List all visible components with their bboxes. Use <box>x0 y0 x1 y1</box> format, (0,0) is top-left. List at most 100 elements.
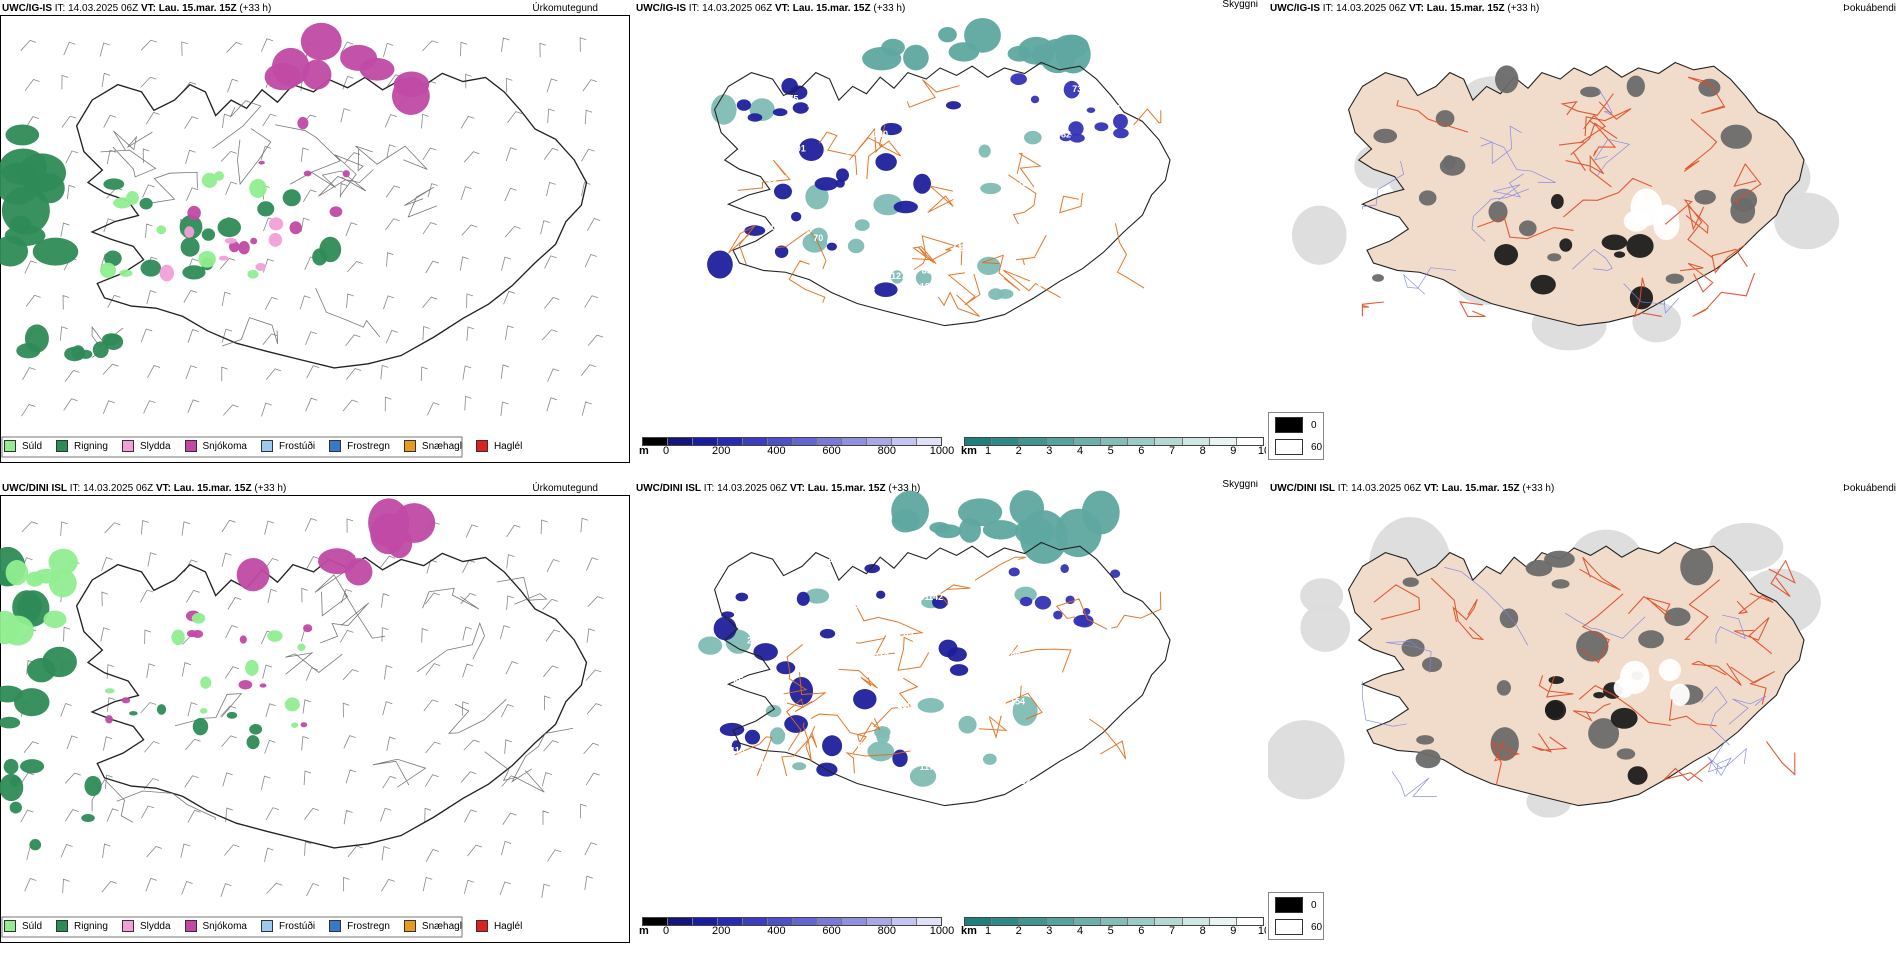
snow-area <box>121 697 131 704</box>
cloudbase-visibility-map[interactable]: 7884656485140855812775701229319339354996… <box>634 0 1266 475</box>
rain-area <box>312 248 328 266</box>
sleet-area <box>268 217 284 231</box>
fog-core <box>1548 676 1564 685</box>
init-time: 14.03.2025 06Z <box>702 3 773 14</box>
cloudbase-label: 116 <box>875 652 890 662</box>
model-name: UWC/IG-IS <box>636 3 686 14</box>
cloudbase-label: 73 <box>1072 84 1082 94</box>
cloudbase-area <box>1068 121 1084 136</box>
rain-area <box>217 217 241 238</box>
rain-area <box>81 814 95 823</box>
road-network <box>91 100 438 358</box>
colorbar-ticks: 0 200 400 600 800 1000 <box>642 925 954 939</box>
cloudbase-area <box>791 211 802 222</box>
colorbar-segment <box>767 918 793 925</box>
sleet-area <box>218 255 229 261</box>
colorbar-unit: km <box>961 925 977 937</box>
cloudbase-label: 154 <box>1010 696 1025 706</box>
cloudbase-label: 85 <box>922 265 932 275</box>
visibility-area <box>903 44 929 71</box>
visibility-area <box>805 588 830 604</box>
field-name: Þokuábendi <box>1843 483 1896 494</box>
cloudbase-label: 75 <box>743 660 753 670</box>
colorbar-segment <box>1046 438 1074 445</box>
visibility-area <box>909 765 937 787</box>
visibility-area <box>917 698 944 713</box>
visibility-area <box>982 520 1019 540</box>
cloudbase-area <box>1113 128 1129 139</box>
visibility-colorbar: km 1 2 3 4 5 6 7 8 9 10 <box>961 437 1266 459</box>
colorbar-segment <box>965 438 993 445</box>
rain-area <box>249 724 263 735</box>
precip-type-map[interactable] <box>0 480 632 955</box>
iceland-coastline <box>714 61 1171 327</box>
fog-legend: 0 60 <box>1268 892 1324 940</box>
cloudbase-area <box>707 250 733 279</box>
fog-core <box>1680 548 1714 586</box>
cloudbase-label: 127 <box>891 271 906 281</box>
fog-core <box>1576 630 1609 662</box>
snow-area <box>303 170 312 177</box>
colorbar-segment <box>667 438 693 445</box>
cloudbase-area <box>773 183 792 200</box>
field-name: Þokuábendi <box>1843 3 1896 14</box>
fog-core <box>1730 188 1758 212</box>
colorbar-tick-label: 600 <box>822 925 841 937</box>
colorbar-segment <box>1019 438 1047 445</box>
colorbar-segment <box>867 918 893 925</box>
drizzle-area <box>5 560 29 586</box>
valid-time: Lau. 15.mar. 15Z <box>1441 483 1520 494</box>
fog-core <box>1488 201 1508 223</box>
cloudbase-label: 181 <box>920 282 935 292</box>
precip-type-panel: UWC/DINI ISL IT: 14.03.2025 06Z VT: Lau.… <box>0 480 632 955</box>
vt-label: VT: <box>140 3 156 14</box>
cloudbase-label: 99 <box>960 243 970 253</box>
colorbar-segment <box>742 918 768 925</box>
visibility-area <box>929 522 950 534</box>
drizzle-area <box>171 629 185 646</box>
model-name: UWC/IG-IS <box>1270 3 1320 14</box>
fog-core <box>1601 234 1628 251</box>
cloudbase-label: 87 <box>907 646 917 656</box>
cloudbase-label: 66 <box>1064 154 1074 164</box>
cloudbase-label: 87 <box>1050 636 1060 646</box>
rain-area <box>182 265 206 280</box>
cloudbase-area <box>1113 113 1128 130</box>
cloudbase-area <box>864 563 880 574</box>
cloudbase-area <box>772 108 788 117</box>
cloudbase-label: 87 <box>858 741 868 751</box>
fog-clear <box>1623 210 1650 232</box>
colorbar-tick-label: 6 <box>1138 445 1145 457</box>
fog-core <box>1499 608 1519 629</box>
fog-core <box>1545 701 1564 718</box>
cloudbase-visibility-map[interactable]: 73 52646476116879313275761429712028287818… <box>634 480 1266 955</box>
cloudbase-label: 120 <box>975 713 990 723</box>
cloudbase-area <box>1086 107 1096 113</box>
colorbar-ticks: 1 2 3 4 5 6 7 8 9 10 <box>964 445 1266 459</box>
rain-area <box>129 711 138 716</box>
row-igis: UWC/IG-IS IT: 14.03.2025 06Z VT: Lau. 15… <box>0 0 1900 475</box>
cloudbase-area <box>736 99 752 111</box>
colorbar-tick-label: 3 <box>1046 925 1053 937</box>
fog-core <box>1626 234 1654 258</box>
legend-swatch <box>329 920 342 932</box>
drizzle-area <box>201 172 218 188</box>
colorbar-tick-label: 9 <box>1230 445 1237 457</box>
fog-index-map[interactable] <box>1268 480 1900 955</box>
fog-index-map[interactable] <box>1268 0 1900 475</box>
colorbar-segment <box>965 918 993 925</box>
colorbar-segment <box>1182 438 1210 445</box>
snow-area <box>250 237 258 245</box>
fog-core <box>1664 607 1691 627</box>
cloudbase-label: 77 <box>1017 112 1027 122</box>
valid-time: Lau. 15.mar. 15Z <box>792 3 871 14</box>
fog-core <box>1613 251 1626 258</box>
cloudbase-label: 120 <box>1054 708 1069 718</box>
fog-clear <box>1658 658 1681 682</box>
precip-type-map[interactable] <box>0 0 632 475</box>
colorbar-tick-label: 5 <box>1107 925 1114 937</box>
rain-area <box>104 250 122 267</box>
visibility-area <box>1081 490 1120 535</box>
snow-area <box>342 170 350 178</box>
drizzle-area <box>43 610 67 629</box>
